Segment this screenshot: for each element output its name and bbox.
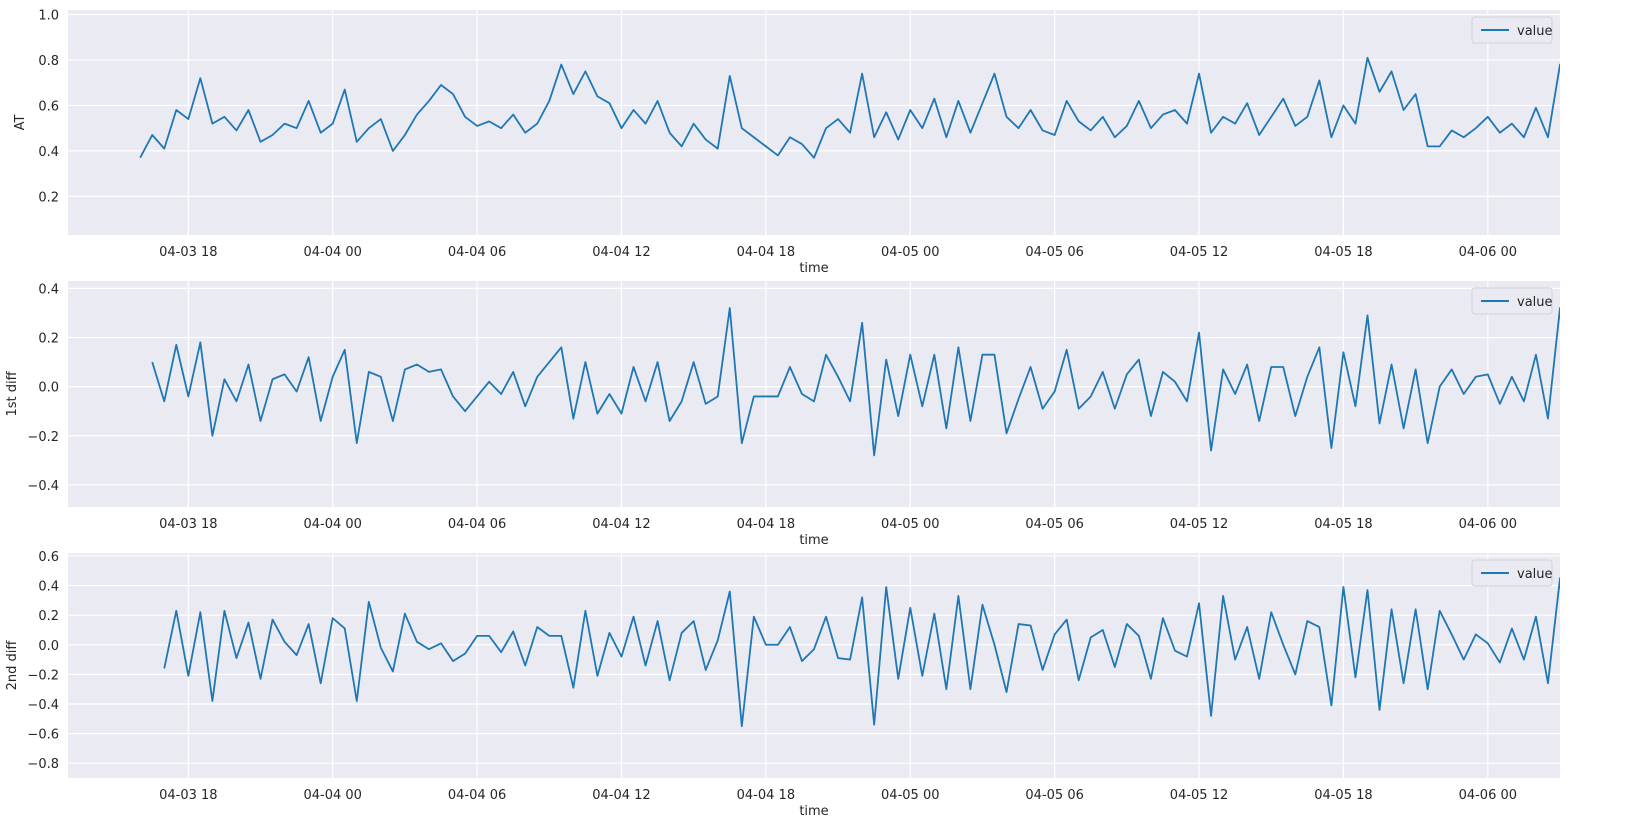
x-tick-label: 04-04 00 (303, 245, 361, 260)
y-tick-label: 0.8 (38, 54, 59, 69)
y-axis-label: 2nd diff (5, 640, 20, 691)
y-tick-label: 0.4 (38, 580, 59, 595)
series-line-value (151, 307, 1560, 457)
y-tick-label: −0.2 (27, 668, 59, 683)
x-tick-label: 04-06 00 (1459, 517, 1517, 532)
subplot-2: 04-03 18 04-04 00 04-04 06 04-04 12 04-04 18… (5, 281, 1560, 548)
x-tick-label: 04-04 18 (737, 788, 795, 803)
legend: value (1471, 16, 1553, 44)
x-tick-label: 04-06 00 (1459, 788, 1517, 803)
y-tick-label: 0.4 (38, 282, 59, 297)
x-axis-label: time (799, 261, 828, 276)
x-tick-label: 04-04 06 (448, 517, 506, 532)
y-tick-label: 0.0 (38, 381, 59, 396)
x-tick-label: 04-05 12 (1170, 245, 1228, 260)
x-tick-label: 04-04 18 (737, 245, 795, 260)
y-tick-label: 0.6 (38, 99, 59, 114)
y-tick-label: −0.8 (27, 757, 59, 772)
y-axis-label: AT (13, 115, 28, 131)
x-tick-label: 04-05 06 (1025, 517, 1083, 532)
x-tick-label: 04-04 12 (592, 245, 650, 260)
x-tick-label: 04-04 00 (303, 517, 361, 532)
legend: value (1471, 287, 1553, 315)
series-line-value (163, 577, 1560, 728)
subplot-1: 04-03 18 04-04 00 04-04 06 04-04 12 04-04 18… (13, 9, 1560, 276)
x-axis-label: time (799, 533, 828, 548)
legend-box (1471, 16, 1553, 44)
y-tick-label: −0.4 (27, 698, 59, 713)
x-tick-label: 04-04 00 (303, 788, 361, 803)
y-tick-label: 1.0 (38, 9, 59, 24)
x-tick-label: 04-03 18 (159, 517, 217, 532)
y-tick-label: −0.2 (27, 430, 59, 445)
x-tick-label: 04-04 06 (448, 788, 506, 803)
x-tick-label: 04-05 18 (1314, 517, 1372, 532)
x-tick-label: 04-05 18 (1314, 245, 1372, 260)
y-tick-label: 0.2 (38, 609, 59, 624)
x-tick-label: 04-03 18 (159, 788, 217, 803)
x-tick-label: 04-05 00 (881, 788, 939, 803)
legend-box (1471, 287, 1553, 315)
x-tick-label: 04-05 06 (1025, 245, 1083, 260)
legend-label: value (1517, 295, 1553, 310)
x-tick-label: 04-05 00 (881, 245, 939, 260)
y-tick-label: 0.6 (38, 550, 59, 565)
x-tick-label: 04-04 18 (737, 517, 795, 532)
y-tick-label: 0.4 (38, 145, 59, 160)
y-tick-label: −0.6 (27, 728, 59, 743)
y-tick-label: −0.4 (27, 479, 59, 494)
x-tick-label: 04-04 12 (592, 517, 650, 532)
legend: value (1471, 559, 1553, 587)
x-tick-label: 04-05 18 (1314, 788, 1372, 803)
y-tick-label: 0.2 (38, 190, 59, 205)
x-tick-label: 04-04 06 (448, 245, 506, 260)
x-tick-label: 04-06 00 (1459, 245, 1517, 260)
x-tick-label: 04-05 00 (881, 517, 939, 532)
y-axis-label: 1st diff (5, 370, 20, 416)
legend-label: value (1517, 24, 1553, 39)
y-tick-label: 0.0 (38, 639, 59, 654)
plot-area (68, 281, 1560, 507)
x-tick-label: 04-05 12 (1170, 517, 1228, 532)
legend-label: value (1517, 567, 1553, 582)
legend-box (1471, 559, 1553, 587)
x-tick-label: 04-03 18 (159, 245, 217, 260)
y-tick-label: 0.2 (38, 332, 59, 347)
x-axis-label: time (799, 804, 828, 819)
x-tick-label: 04-05 06 (1025, 788, 1083, 803)
x-tick-label: 04-04 12 (592, 788, 650, 803)
subplot-3: 04-03 18 04-04 00 04-04 06 04-04 12 04-04 18… (5, 550, 1560, 819)
series-line-value (139, 56, 1560, 159)
x-tick-label: 04-05 12 (1170, 788, 1228, 803)
